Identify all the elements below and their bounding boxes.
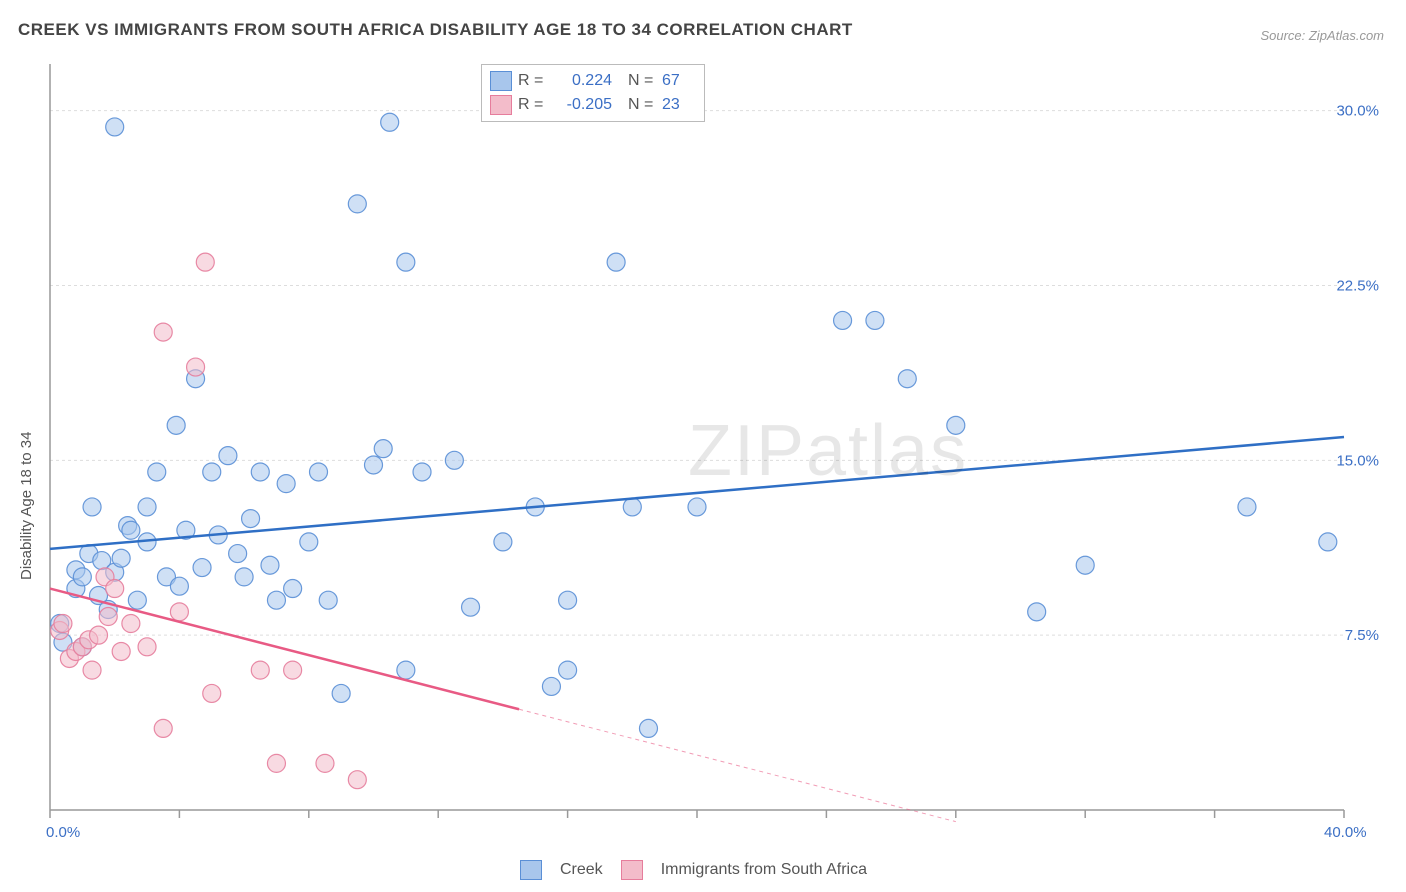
y-axis-label: Disability Age 18 to 34 xyxy=(18,432,35,580)
x-tick-max: 40.0% xyxy=(1324,824,1367,841)
r-label: R = xyxy=(518,72,546,90)
legend-label-imm: Immigrants from South Africa xyxy=(661,861,867,879)
r-label-2: R = xyxy=(518,96,546,114)
svg-text:30.0%: 30.0% xyxy=(1336,103,1379,120)
stats-legend: R = 0.224 N = 67 R = -0.205 N = 23 xyxy=(481,64,705,122)
stats-row-creek: R = 0.224 N = 67 xyxy=(490,69,692,93)
x-tick-min: 0.0% xyxy=(46,824,80,841)
r-value-imm: -0.205 xyxy=(552,96,612,114)
legend-swatch-creek xyxy=(520,860,542,880)
legend-swatch-imm xyxy=(621,860,643,880)
n-label-2: N = xyxy=(628,96,656,114)
source-label: Source: ZipAtlas.com xyxy=(1260,28,1384,43)
series-legend: Creek Immigrants from South Africa xyxy=(520,860,867,880)
n-label: N = xyxy=(628,72,656,90)
n-value-creek: 67 xyxy=(662,72,692,90)
legend-label-creek: Creek xyxy=(560,861,603,879)
svg-text:15.0%: 15.0% xyxy=(1336,452,1379,469)
n-value-imm: 23 xyxy=(662,96,692,114)
r-value-creek: 0.224 xyxy=(552,72,612,90)
swatch-creek xyxy=(490,71,512,91)
svg-text:7.5%: 7.5% xyxy=(1345,627,1379,644)
swatch-imm xyxy=(490,95,512,115)
chart-container: CREEK VS IMMIGRANTS FROM SOUTH AFRICA DI… xyxy=(0,0,1406,892)
plot-area: 7.5%15.0%22.5%30.0% ZIPatlas R = 0.224 N… xyxy=(48,60,1384,840)
scatter-plot-svg: 7.5% 15.0% 22.5% 30.0% xyxy=(48,60,1384,840)
svg-text:22.5%: 22.5% xyxy=(1336,277,1379,294)
stats-row-imm: R = -0.205 N = 23 xyxy=(490,93,692,117)
chart-title: CREEK VS IMMIGRANTS FROM SOUTH AFRICA DI… xyxy=(18,20,853,40)
